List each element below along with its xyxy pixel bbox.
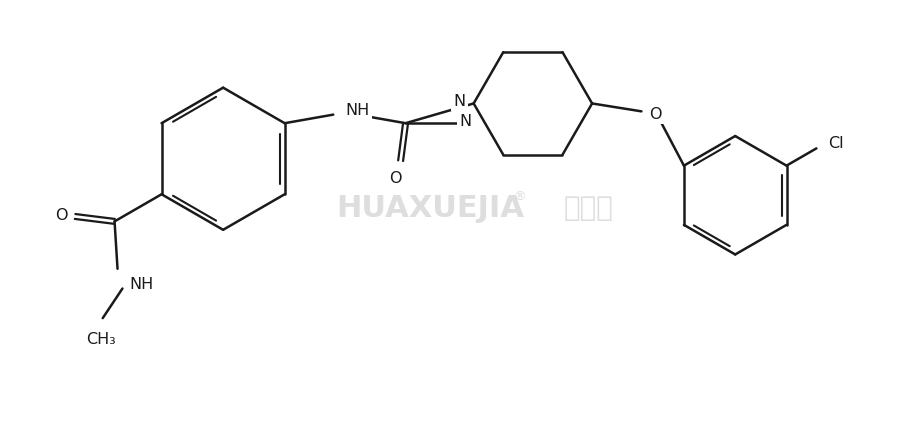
Text: NH: NH <box>345 103 369 118</box>
Text: Cl: Cl <box>828 136 844 151</box>
Text: HUAXUEJIA: HUAXUEJIA <box>336 193 524 223</box>
Text: N: N <box>460 114 472 129</box>
Text: N: N <box>454 94 466 109</box>
Text: CH₃: CH₃ <box>86 332 116 347</box>
Text: NH: NH <box>129 276 154 291</box>
Text: O: O <box>390 171 402 186</box>
Text: O: O <box>54 208 67 223</box>
Text: 化学加: 化学加 <box>564 194 613 222</box>
Text: O: O <box>649 107 662 122</box>
Text: ®: ® <box>513 190 526 203</box>
